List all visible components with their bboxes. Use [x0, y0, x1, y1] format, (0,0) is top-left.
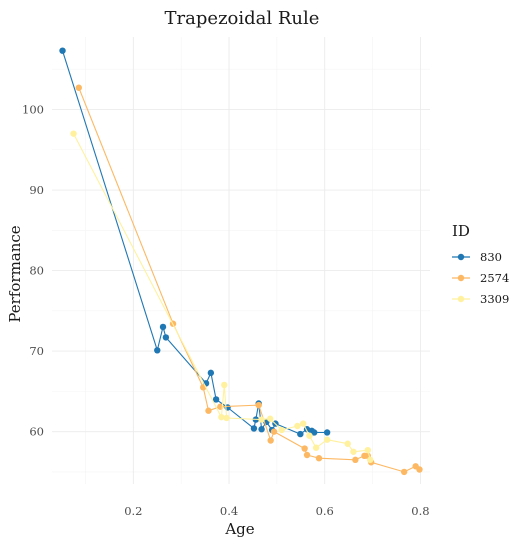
y-tick-label: 90 [29, 183, 44, 197]
data-point [352, 456, 359, 464]
data-point [258, 416, 265, 423]
x-tick-label: 0.4 [220, 504, 238, 518]
legend-item-2574: 2574 [452, 271, 509, 285]
series-line-830 [61, 50, 328, 435]
data-point [223, 414, 230, 422]
y-axis-ticks: 60 70 80 90 100 [22, 102, 44, 438]
grid [52, 37, 430, 484]
y-axis-label: Performance [6, 225, 24, 322]
legend-items: 830 2574 3309 [452, 250, 509, 306]
legend-label: 830 [480, 250, 502, 264]
series-line-3309 [73, 133, 371, 460]
data-point [212, 396, 220, 403]
data-point [154, 347, 161, 354]
data-point [300, 420, 307, 427]
series-line-2574 [78, 87, 420, 473]
data-point [366, 456, 374, 464]
data-point [221, 381, 228, 389]
data-point [250, 425, 258, 432]
legend-key-point [457, 295, 465, 303]
y-tick-label: 100 [22, 102, 44, 116]
data-point [323, 429, 331, 436]
x-tick-label: 0.8 [411, 504, 429, 518]
data-point [75, 84, 82, 91]
data-point [364, 446, 371, 454]
data-point [270, 428, 278, 435]
data-point [162, 334, 170, 341]
data-point [218, 413, 225, 421]
data-point [416, 466, 423, 473]
legend-title: ID [452, 222, 470, 240]
data-point [267, 437, 274, 444]
data-point [306, 432, 313, 439]
x-tick-label: 0.2 [124, 504, 142, 518]
series-2574 [75, 84, 423, 476]
series-3309 [70, 130, 374, 464]
x-axis-ticks: 0.2 0.4 0.6 0.8 [124, 504, 429, 518]
data-point [315, 455, 323, 462]
series-830 [59, 47, 331, 438]
data-point [59, 47, 66, 54]
y-tick-label: 60 [29, 425, 44, 439]
y-tick-label: 70 [29, 344, 44, 358]
legend: ID 830 2574 3309 [452, 222, 509, 306]
data-point [70, 130, 77, 137]
legend-key-point [457, 253, 465, 261]
legend-label: 3309 [480, 292, 509, 306]
data-point [323, 436, 331, 443]
data-point [266, 415, 274, 422]
series-layer [59, 47, 423, 476]
legend-item-3309: 3309 [452, 292, 509, 306]
x-tick-label: 0.6 [316, 504, 334, 518]
data-point [159, 323, 167, 331]
data-point [303, 451, 311, 459]
data-point [258, 426, 265, 433]
data-point [294, 422, 301, 430]
data-point [205, 407, 212, 414]
legend-key-point [457, 274, 465, 282]
y-tick-label: 80 [29, 264, 44, 278]
data-point [278, 426, 285, 434]
data-point [311, 429, 318, 436]
data-point [344, 440, 351, 447]
data-point [312, 444, 320, 451]
data-point [255, 401, 262, 409]
x-axis-label: Age [224, 520, 254, 538]
data-point [301, 445, 308, 452]
data-point [207, 369, 215, 377]
data-point [400, 468, 408, 476]
legend-item-830: 830 [452, 250, 502, 264]
data-point [297, 430, 304, 438]
chart-title: Trapezoidal Rule [165, 8, 320, 29]
data-point [350, 448, 357, 455]
legend-label: 2574 [480, 271, 509, 285]
